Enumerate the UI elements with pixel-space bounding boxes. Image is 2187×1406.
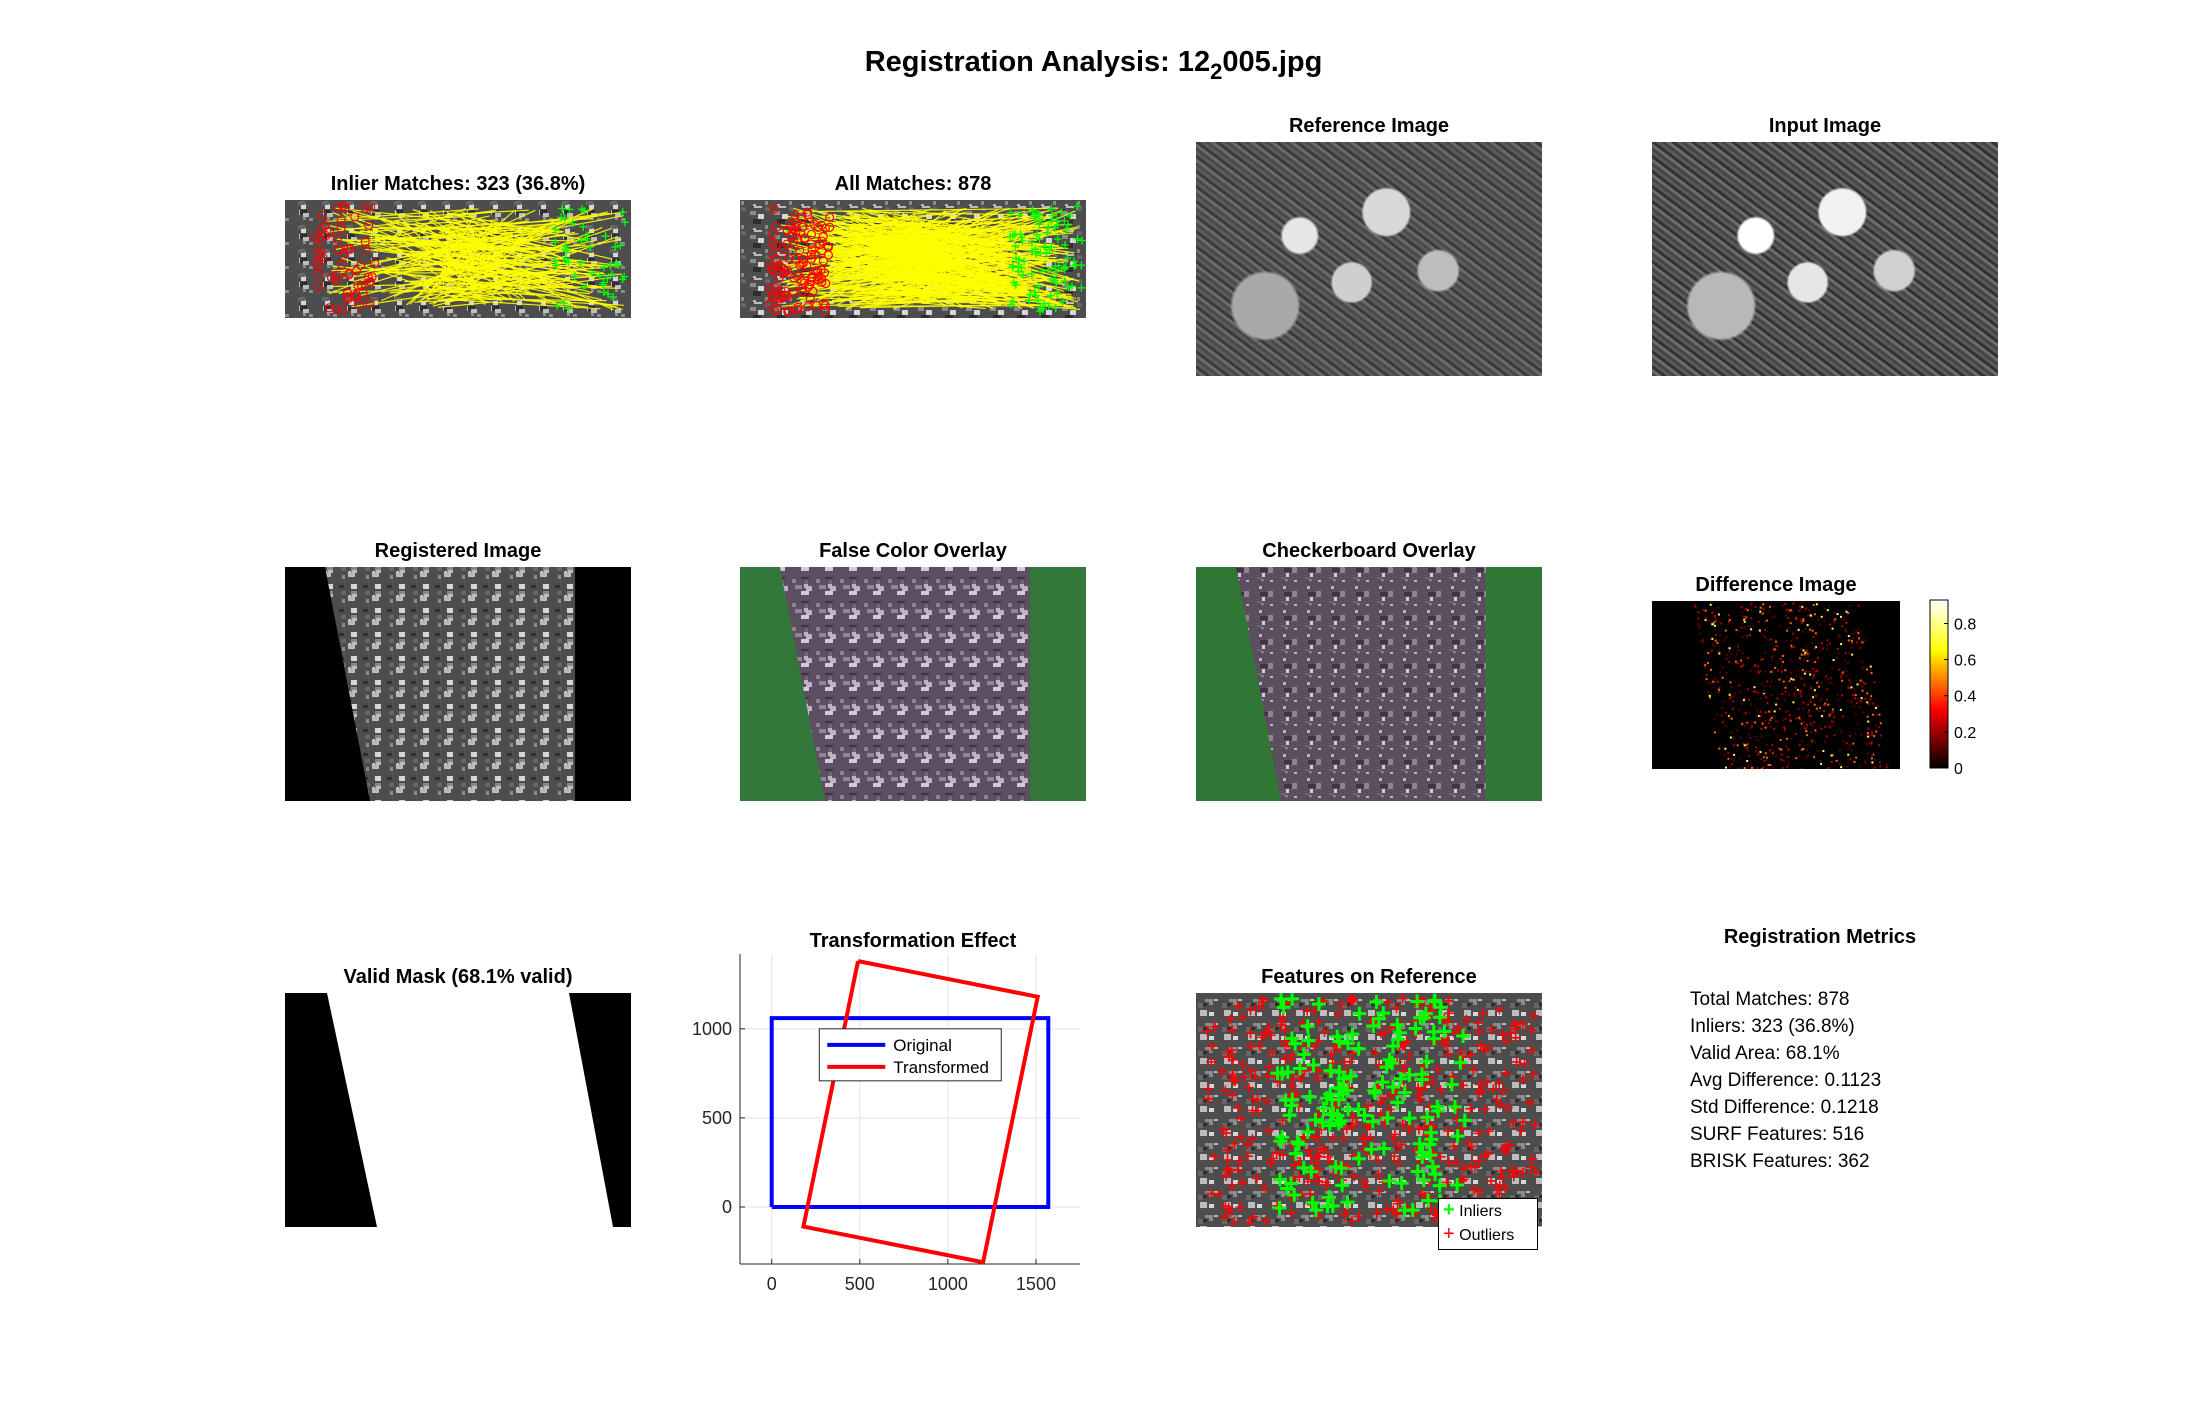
metrics-title: Registration Metrics	[1723, 926, 1917, 948]
reference-markers	[310, 201, 380, 316]
y-tick-label: 500	[702, 1108, 732, 1128]
legend-box	[818, 1028, 1002, 1082]
transformation-effect-chart: 0 500 1000 1500 0 500 1000 Original Transformed	[692, 954, 1080, 1294]
input-markers	[1006, 202, 1086, 316]
metric-std-difference: Std Difference: 0.1218	[1690, 1097, 1879, 1118]
difference-image-title: Difference Image	[1695, 574, 1857, 596]
checkerboard-overlay	[1196, 567, 1542, 801]
metric-surf-features: SURF Features: 516	[1690, 1124, 1865, 1145]
legend-label-transformed: Transformed	[893, 1058, 989, 1077]
legend-outliers: Outliers	[1459, 1227, 1515, 1244]
colorbar-tick-label: 0.2	[1954, 725, 1976, 742]
metric-inliers: Inliers: 323 (36.8%)	[1690, 1016, 1855, 1037]
inlier-matches-panel	[285, 200, 631, 318]
features-title: Features on Reference	[1261, 966, 1477, 988]
features-on-reference	[1196, 993, 1542, 1227]
metrics-list: Total Matches: 878 Inliers: 323 (36.8%) …	[1690, 986, 1881, 1175]
reference-image	[1196, 142, 1542, 376]
valid-mask	[285, 993, 631, 1227]
input-image-title: Input Image	[1768, 115, 1882, 137]
match-lines	[325, 207, 625, 311]
colorbar-tick-label: 0.4	[1954, 689, 1976, 706]
registered-strip	[1234, 567, 1486, 801]
metric-valid-area: Valid Area: 68.1%	[1690, 1043, 1840, 1064]
x-tick-label: 1000	[928, 1274, 968, 1294]
inlier-markers	[1270, 993, 1472, 1218]
x-tick-label: 500	[845, 1274, 875, 1294]
plot-area	[740, 954, 1080, 1264]
metric-avg-difference: Avg Difference: 0.1123	[1690, 1070, 1882, 1091]
chart-legend: Original Transformed	[818, 1028, 1002, 1082]
mask-right-invalid	[569, 993, 631, 1227]
input-image	[1652, 142, 1998, 376]
reference-markers	[765, 204, 835, 317]
series-transformed	[801, 959, 1041, 1265]
registered-strip	[778, 567, 1030, 801]
all-matches-title: All Matches: 878	[834, 173, 992, 195]
mask-left-invalid	[285, 993, 377, 1227]
x-tick-label: 0	[767, 1274, 777, 1294]
false-color-title: False Color Overlay	[819, 540, 1007, 562]
colorbar-tick-label: 0	[1954, 761, 1963, 778]
difference-pixels	[1693, 601, 1889, 769]
left-border	[1196, 567, 1281, 801]
inlier-marker-icon: +	[1443, 1199, 1455, 1221]
registered-image	[285, 567, 631, 801]
colorbar-tick-label: 0.8	[1954, 616, 1976, 633]
metric-brisk-features: BRISK Features: 362	[1690, 1151, 1870, 1172]
outlier-marker-icon: +	[1443, 1223, 1455, 1245]
registered-image-title: Registered Image	[374, 540, 542, 562]
y-tick-label: 0	[722, 1197, 732, 1217]
checkerboard-title: Checkerboard Overlay	[1262, 540, 1476, 562]
all-matches-panel	[740, 200, 1086, 318]
valid-mask-title: Valid Mask (68.1% valid)	[343, 966, 573, 988]
inlier-matches-title: Inlier Matches: 323 (36.8%)	[330, 173, 586, 195]
metric-total-matches: Total Matches: 878	[1690, 989, 1850, 1010]
x-tick-label: 1500	[1016, 1274, 1056, 1294]
left-border	[285, 567, 370, 801]
colorbar-gradient	[1929, 599, 1949, 769]
right-border	[1030, 567, 1086, 801]
difference-background	[1652, 601, 1900, 769]
magenta-tint	[740, 567, 1086, 801]
registered-strip	[323, 567, 575, 801]
transformation-effect-title: Transformation Effect	[809, 930, 1017, 952]
series-original	[769, 1016, 1051, 1209]
colorbar-tick-label: 0.6	[1954, 653, 1976, 670]
legend-label-original: Original	[893, 1036, 952, 1055]
match-lines	[779, 207, 1081, 310]
left-border	[740, 567, 825, 801]
features-legend: + Inliers + Outliers	[1438, 1198, 1538, 1250]
input-markers	[551, 204, 629, 313]
difference-image	[1652, 601, 1900, 769]
magenta-tint	[1196, 567, 1542, 801]
false-color-overlay	[740, 567, 1086, 801]
colorbar: 0 0.2 0.4 0.6 0.8	[1929, 599, 1976, 778]
figure-title: Registration Analysis: 122005.jpg	[864, 46, 1323, 84]
outlier-markers	[1202, 993, 1541, 1227]
y-tick-label: 1000	[692, 1019, 732, 1039]
reference-image-title: Reference Image	[1288, 115, 1450, 137]
right-border	[1486, 567, 1542, 801]
right-border	[575, 567, 631, 801]
legend-inliers: Inliers	[1459, 1203, 1502, 1220]
